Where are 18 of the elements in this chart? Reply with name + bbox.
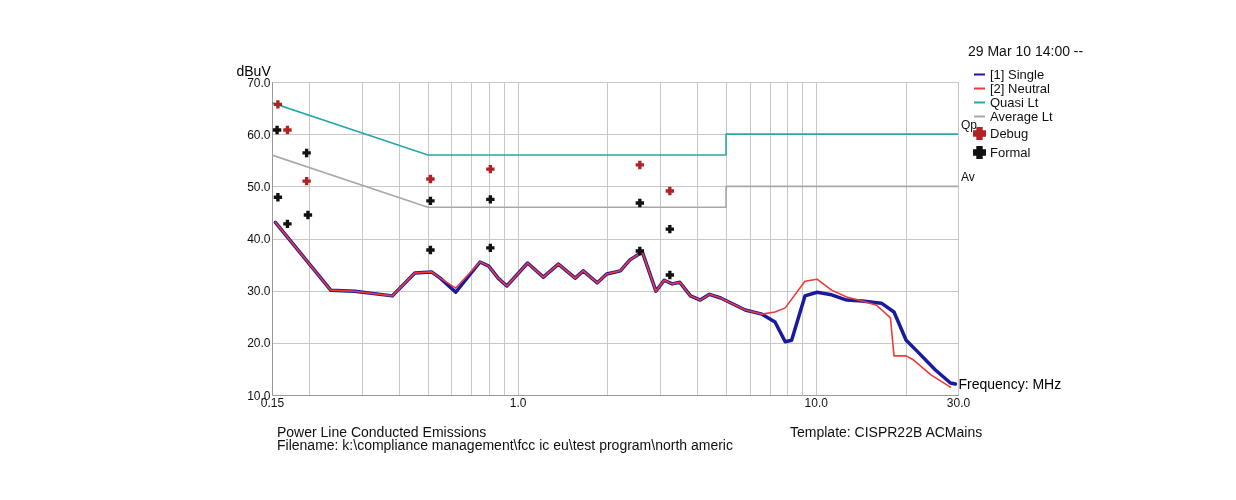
legend-label: [1] Single — [990, 66, 1045, 82]
text: Template: CISPR22B ACMains — [790, 424, 983, 440]
annotation: Qp — [961, 118, 978, 133]
legend-label: Debug — [990, 125, 1029, 141]
text: 29 Mar 10 14:00 -- — [968, 43, 1084, 59]
y-tick-label: 30.0 — [247, 284, 271, 299]
x-tick-label: 30.0 — [946, 395, 971, 410]
x-tick-label: 1.0 — [509, 395, 527, 410]
x-axis-title: Frequency: MHz — [958, 375, 1062, 392]
text: Power Line Conducted Emissions — [277, 424, 487, 440]
legend-label: Formal — [990, 144, 1031, 160]
x-tick-label: 10.0 — [804, 395, 829, 410]
y-tick-label: 40.0 — [247, 232, 271, 246]
y-tick-label: 50.0 — [247, 179, 271, 194]
y-tick-label: 60.0 — [247, 127, 271, 142]
y-tick-label: 20.0 — [247, 336, 271, 351]
text: Filename: k:\compliance management\fcc ic eu\test program\north americ — [277, 437, 733, 453]
annotation: Av — [961, 170, 975, 185]
